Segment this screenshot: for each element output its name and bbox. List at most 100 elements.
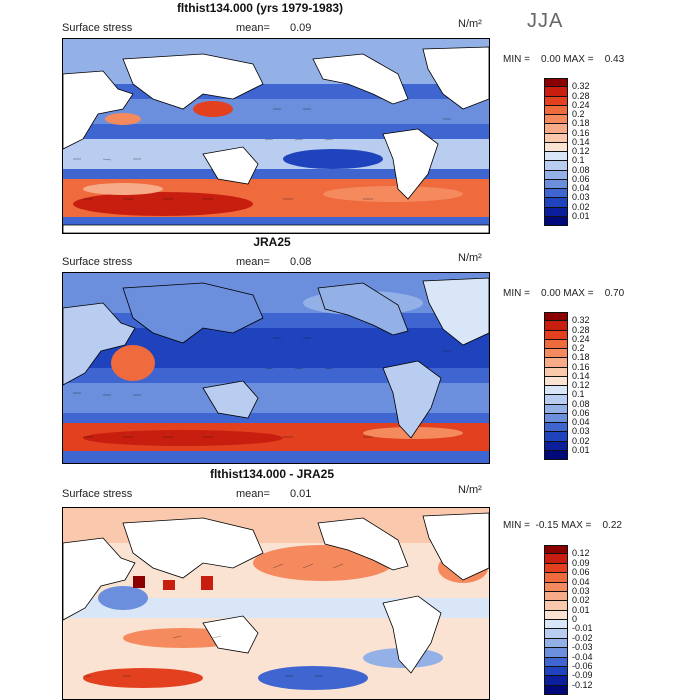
- colorbar-swatch: [544, 432, 568, 442]
- map-canvas: [63, 39, 489, 233]
- colorbar-tick-label: 0.06: [572, 407, 590, 418]
- colorbar-tick-label: -0.09: [572, 670, 593, 681]
- colorbar-tick-label: 0.18: [572, 352, 590, 363]
- colorbar-swatch: [544, 676, 568, 686]
- units-label: N/m²: [458, 484, 482, 496]
- stress-map: [62, 272, 490, 464]
- map-canvas: [63, 508, 489, 699]
- colorbar-tick-label: -0.01: [572, 623, 593, 634]
- colorbar-tick-label: 0.06: [572, 567, 590, 578]
- map-canvas: [63, 273, 489, 463]
- colorbar-tick-label: 0.2: [572, 109, 585, 119]
- season-label: JJA: [527, 10, 564, 32]
- colorbar-tick-label: 0.03: [572, 192, 590, 203]
- colorbar-swatch: [544, 404, 568, 414]
- colorbar-tick-label: -0.03: [572, 642, 593, 653]
- colorbar-swatch: [544, 666, 568, 677]
- colorbar-swatch: [544, 554, 568, 564]
- colorbar-tick-label: 0.09: [572, 557, 590, 568]
- panel-title: flthist134.000 - JRA25: [209, 467, 335, 481]
- mean-label: mean=: [236, 256, 270, 268]
- colorbar-swatch: [544, 189, 568, 199]
- colorbar-swatch: [544, 648, 568, 658]
- units-label: N/m²: [458, 18, 482, 30]
- panel-title: JRA25: [253, 235, 291, 249]
- colorbar-swatch: [544, 386, 568, 396]
- colorbar-swatch: [544, 620, 568, 630]
- colorbar-tick-label: -0.04: [572, 651, 593, 662]
- mean-value: 0.08: [290, 256, 312, 268]
- units-label: N/m²: [458, 252, 482, 264]
- mean-value: 0.01: [290, 488, 312, 500]
- colorbar-tick-label: 0.01: [572, 210, 590, 221]
- colorbar-swatch: [544, 330, 568, 340]
- colorbar-swatch: [544, 657, 568, 667]
- colorbar-tick-label: 0: [572, 614, 578, 624]
- colorbar-tick-label: 0.14: [572, 370, 590, 381]
- colorbar-tick-label: 0.01: [572, 444, 590, 455]
- colorbar-swatch: [544, 152, 568, 162]
- colorbar-swatch: [544, 179, 568, 189]
- colorbar-tick-label: -0.02: [572, 632, 593, 643]
- colorbar-swatch: [544, 87, 568, 97]
- colorbar-swatch: [544, 321, 568, 331]
- colorbar-tick-label: 0.2: [572, 343, 585, 353]
- colorbar-swatch: [544, 170, 568, 180]
- colorbar-tick-label: 0.02: [572, 201, 590, 212]
- colorbar-swatch: [544, 441, 568, 451]
- colorbar-tick-label: 0.32: [572, 315, 590, 326]
- minmax-label: MIN = 0.00 MAX = 0.70: [503, 288, 625, 299]
- colorbar-frame: [544, 545, 568, 695]
- colorbar-swatch: [544, 591, 568, 602]
- colorbar-tick-label: 0.12: [572, 380, 590, 390]
- colorbar-tick-label: 0.12: [572, 146, 590, 156]
- colorbar-swatch: [544, 207, 568, 217]
- panel-model: flthist134.000 (yrs 1979-1983) Surface s…: [0, 0, 700, 235]
- colorbar: [544, 78, 568, 226]
- colorbar-swatch: [544, 105, 568, 115]
- colorbar-tick-label: 0.08: [572, 164, 590, 175]
- mean-value: 0.09: [290, 22, 312, 34]
- colorbar-frame: [544, 78, 568, 226]
- colorbar-tick-label: -0.06: [572, 660, 593, 671]
- wind-vectors: [73, 108, 451, 200]
- colorbar-swatch: [544, 582, 568, 592]
- colorbar-tick-label: 0.18: [572, 118, 590, 129]
- colorbar-swatch: [544, 142, 568, 152]
- stress-map: [62, 38, 490, 234]
- colorbar-tick-label: 0.16: [572, 127, 590, 138]
- colorbar-tick-label: 0.04: [572, 576, 590, 587]
- colorbar-swatch: [544, 78, 568, 88]
- colorbar-tick-label: 0.04: [572, 417, 590, 427]
- colorbar-swatch: [544, 339, 568, 349]
- colorbar-swatch: [544, 367, 568, 377]
- colorbar-tick-label: 0.28: [572, 90, 590, 101]
- colorbar-tick-label: 0.04: [572, 183, 590, 193]
- colorbar-tick-label: 0.02: [572, 435, 590, 446]
- colorbar-swatch: [544, 96, 568, 106]
- colorbar-tick-label: 0.14: [572, 136, 590, 147]
- colorbar-tick-label: 0.12: [572, 548, 590, 559]
- panel-reanalysis: JRA25 Surface stress mean= 0.08 N/m² MIN…: [0, 235, 700, 467]
- colorbar-tick-label: 0.1: [572, 155, 585, 166]
- colorbar-tick-label: 0.06: [572, 173, 590, 184]
- colorbar-swatch: [544, 349, 568, 359]
- panel-difference: flthist134.000 - JRA25 Surface stress me…: [0, 467, 700, 700]
- colorbar-swatch: [544, 358, 568, 368]
- colorbar-tick-label: 0.28: [572, 324, 590, 335]
- field-label: Surface stress: [62, 256, 133, 268]
- colorbar-tick-label: 0.03: [572, 585, 590, 596]
- minmax-label: MIN = 0.00 MAX = 0.43: [503, 54, 625, 65]
- colorbar: [544, 545, 568, 695]
- colorbar-swatch: [544, 423, 568, 433]
- colorbar-swatch: [544, 638, 568, 649]
- wind-vectors: [73, 337, 451, 438]
- colorbar-swatch: [544, 413, 568, 423]
- colorbar-tick-label: 0.1: [572, 389, 585, 400]
- colorbar-swatch: [544, 573, 568, 583]
- colorbar-swatch: [544, 376, 568, 386]
- colorbar-tick-label: 0.24: [572, 333, 590, 344]
- colorbar-swatch: [544, 115, 568, 125]
- wind-vectors: [83, 563, 344, 677]
- mean-label: mean=: [236, 22, 270, 34]
